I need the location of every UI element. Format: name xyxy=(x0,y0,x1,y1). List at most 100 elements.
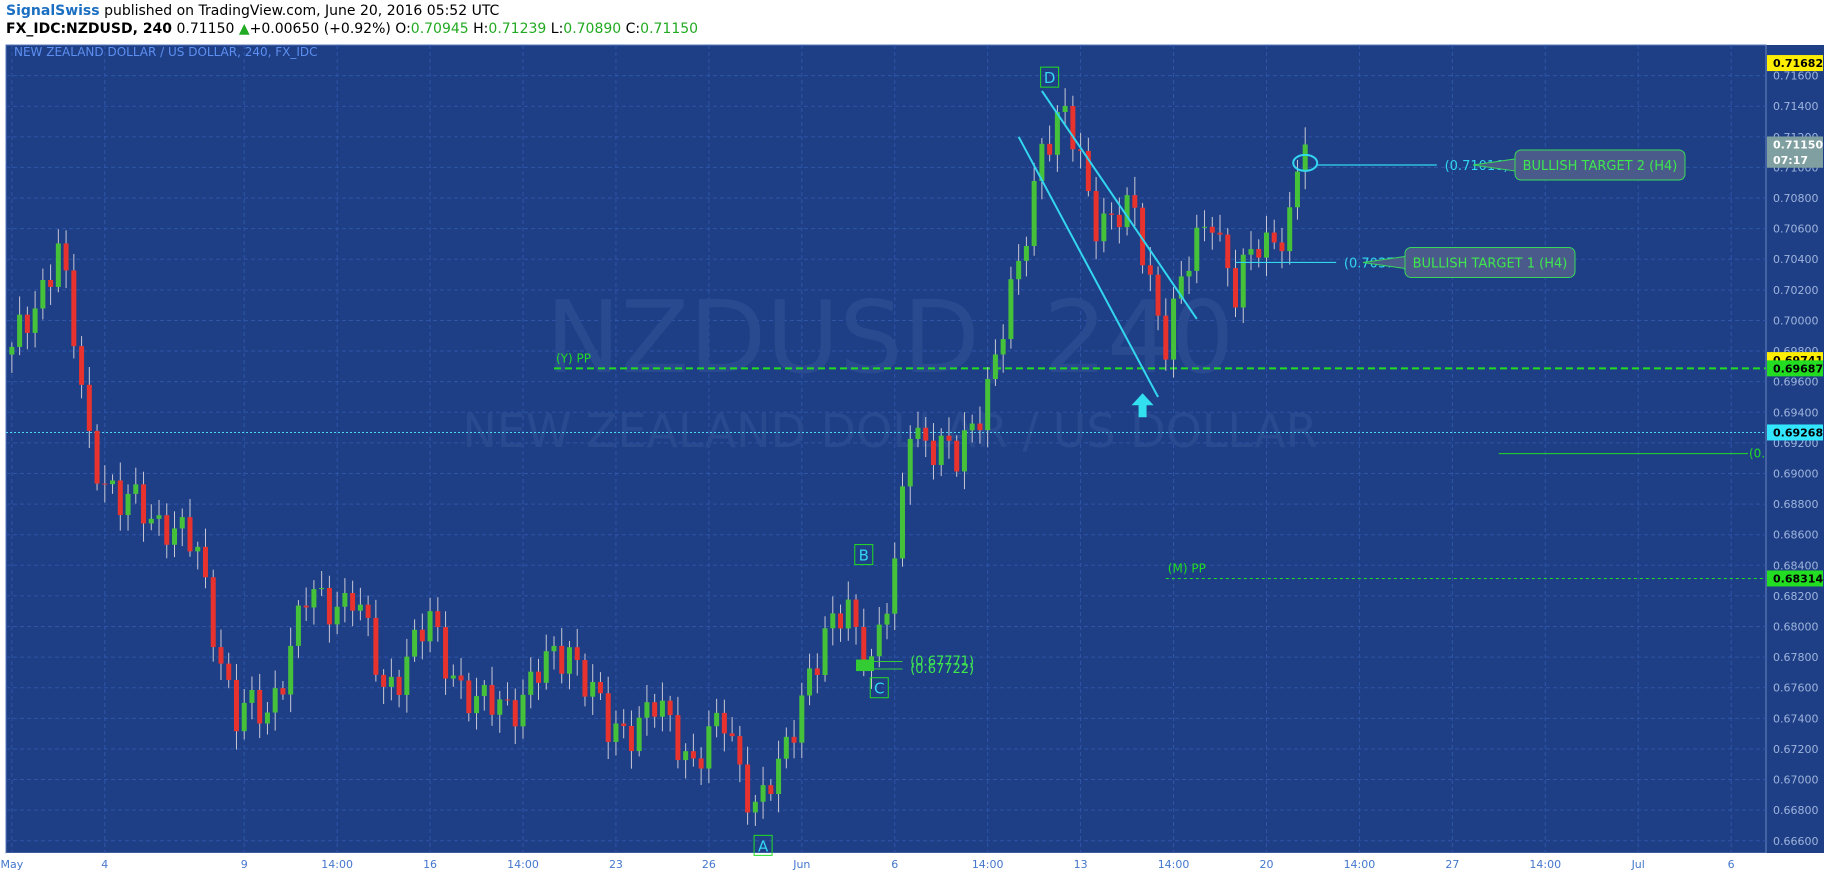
candle-body xyxy=(1171,298,1177,360)
candle-body xyxy=(288,645,294,695)
candle-body xyxy=(791,736,797,743)
candle-body xyxy=(79,346,85,385)
y-tick-label: 0.68400 xyxy=(1773,559,1819,572)
price-badge: 0.71682 xyxy=(1773,57,1823,70)
candle-body xyxy=(249,690,255,703)
x-tick-label: 14:00 xyxy=(321,858,353,871)
candle-body xyxy=(505,699,511,701)
candle-body xyxy=(427,611,433,642)
candle-body xyxy=(1256,249,1262,258)
candle-body xyxy=(443,627,449,679)
candle-body xyxy=(24,314,30,333)
y-tick-label: 0.71400 xyxy=(1773,100,1819,113)
candle-body xyxy=(241,702,247,732)
high-value: 0.71239 xyxy=(488,21,547,37)
candle-body xyxy=(1287,207,1293,252)
price-axis[interactable] xyxy=(1766,45,1824,853)
y-tick-label: 0.70400 xyxy=(1773,253,1819,266)
candle-body xyxy=(1047,143,1053,155)
candle-body xyxy=(86,384,92,431)
candle-body xyxy=(605,693,611,742)
pivot-label: (M) PP xyxy=(1168,561,1206,575)
candle-body xyxy=(621,723,627,726)
candle-body xyxy=(1093,191,1099,242)
y-tick-label: 0.67600 xyxy=(1773,682,1819,695)
y-tick-label: 0.70800 xyxy=(1773,192,1819,205)
candle-body xyxy=(698,758,704,769)
candle-body xyxy=(280,688,286,695)
candle-body xyxy=(574,647,580,661)
candle-body xyxy=(1140,207,1146,266)
price-chart[interactable]: NZDUSD, 240 NEW ZEALAND DOLLAR / US DOLL… xyxy=(0,42,1824,874)
candle-body xyxy=(884,613,890,625)
candle-body xyxy=(636,717,642,752)
candle-body xyxy=(1085,150,1091,192)
wave-label: C xyxy=(874,680,884,698)
candle-body xyxy=(954,440,960,472)
candle-body xyxy=(187,517,193,552)
candle-body xyxy=(853,599,859,627)
publish-line: SignalSwiss published on TradingView.com… xyxy=(6,3,499,19)
y-tick-label: 0.68200 xyxy=(1773,590,1819,603)
candle-body xyxy=(1132,195,1138,208)
candle-body xyxy=(1016,260,1022,280)
y-tick-labels: 0.66600 0.66800 0.67000 0.67200 0.67400 0.676… xyxy=(1773,70,1819,848)
watermark-name: NEW ZEALAND DOLLAR / US DOLLAR xyxy=(462,404,1317,458)
target-callout xyxy=(1404,246,1576,278)
symbol-label: FX_IDC:NZDUSD, 240 xyxy=(6,21,173,37)
y-tick-label: 0.69000 xyxy=(1773,467,1819,480)
candle-body xyxy=(1070,105,1076,150)
candle-body xyxy=(218,647,224,664)
up-arrow-icon xyxy=(1131,393,1154,418)
candle-body xyxy=(1178,276,1184,299)
candle-body xyxy=(450,675,456,679)
candle-body xyxy=(760,785,766,802)
candle-body xyxy=(675,715,681,761)
candle-body xyxy=(1031,181,1037,247)
candle-body xyxy=(644,702,650,718)
candle-body xyxy=(1202,226,1208,228)
price-badge: 0.71150 xyxy=(1773,138,1823,151)
candle-body xyxy=(365,604,371,618)
channel-upper-line xyxy=(1041,90,1198,320)
price-badge-bg xyxy=(1767,151,1823,168)
candle-body xyxy=(1124,195,1130,228)
cyan-badge: 0.69268 xyxy=(1773,426,1823,439)
candle-body xyxy=(822,628,828,675)
candle-body xyxy=(1008,279,1014,340)
candle-body xyxy=(319,587,325,590)
candle-body xyxy=(652,702,658,717)
cyan-badge-bg xyxy=(1767,424,1823,441)
candle-body xyxy=(628,725,634,752)
wave-label: D xyxy=(1044,69,1056,87)
price-badges: 0.716820.7115007:170.697410.696870.68314… xyxy=(1767,55,1823,587)
candle-body xyxy=(404,656,410,695)
y-tick-label: 0.67000 xyxy=(1773,774,1819,787)
last-price: 0.71150 xyxy=(176,21,235,37)
level-badge-bg xyxy=(1767,570,1823,587)
x-tick-label: 6 xyxy=(891,858,898,871)
candle-body xyxy=(551,645,557,652)
y-tick-label: 0.68600 xyxy=(1773,529,1819,542)
publisher-link[interactable]: SignalSwiss xyxy=(6,3,100,19)
x-tick-label: 27 xyxy=(1445,858,1459,871)
target-callout-text: BULLISH TARGET 2 (H4) xyxy=(1523,159,1678,174)
open-label: O: xyxy=(395,21,411,37)
candle-body xyxy=(1054,111,1060,155)
candle-body xyxy=(923,427,929,441)
candle-body xyxy=(830,613,836,629)
x-tick-label: 13 xyxy=(1074,858,1088,871)
candle-body xyxy=(125,493,131,516)
candle-body xyxy=(1194,227,1200,271)
high-label: H: xyxy=(473,21,489,37)
candle-body xyxy=(233,679,239,732)
candle-body xyxy=(1233,268,1239,308)
candle-body xyxy=(1101,213,1107,242)
x-tick-label: 14:00 xyxy=(972,858,1004,871)
candle-body xyxy=(357,604,363,611)
time-axis[interactable] xyxy=(6,853,1824,874)
candle-body xyxy=(257,690,263,724)
candle-body xyxy=(776,758,782,795)
price-badge-bg xyxy=(1767,55,1823,72)
y-tick-label: 0.70000 xyxy=(1773,314,1819,327)
